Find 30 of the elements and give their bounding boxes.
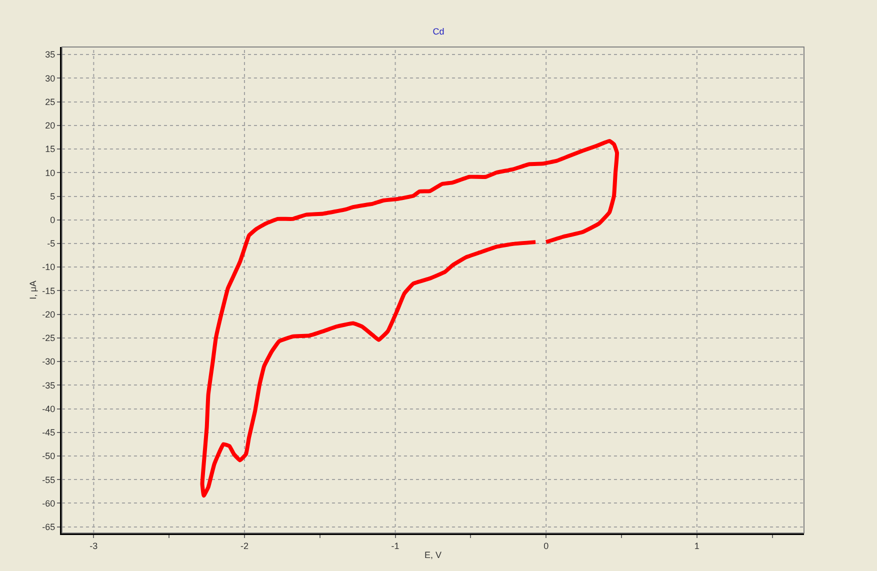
y-tick-label: -15	[42, 286, 56, 296]
y-tick-label: 25	[45, 96, 56, 107]
y-tick-label: -30	[42, 356, 56, 367]
y-tick-label: -45	[42, 428, 56, 438]
y-tick-label: 35	[45, 50, 56, 60]
y-tick-label: -40	[42, 404, 56, 414]
y-tick-label: 10	[45, 168, 56, 178]
y-tick-label: -10	[42, 262, 56, 272]
y-tick-label: -65	[42, 522, 56, 532]
y-axis-title: I, μA	[28, 280, 38, 300]
x-tick-label: -1	[391, 540, 400, 551]
chart-title: Cd	[432, 26, 444, 37]
y-tick-label: -5	[47, 238, 56, 249]
y-tick-label: 5	[50, 191, 56, 202]
y-tick-label: -35	[42, 380, 56, 390]
line-series	[200, 138, 619, 498]
y-tick-label: 30	[45, 73, 56, 84]
y-tick-label: -20	[42, 309, 56, 320]
x-tick-label: 1	[694, 540, 700, 551]
x-axis-title: E, V	[424, 550, 442, 560]
y-tick-label: -55	[42, 474, 56, 485]
x-tick-label: -2	[240, 540, 248, 551]
y-tick-label: 15	[45, 144, 56, 154]
y-tick-label: -60	[42, 498, 56, 508]
y-tick-label: 0	[50, 215, 56, 226]
x-tick-label: -3	[90, 540, 98, 551]
y-tick-label: -50	[42, 451, 56, 462]
y-tick-label: 20	[45, 120, 56, 131]
y-tick-label: -25	[42, 333, 56, 344]
x-tick-label: 0	[544, 540, 549, 551]
